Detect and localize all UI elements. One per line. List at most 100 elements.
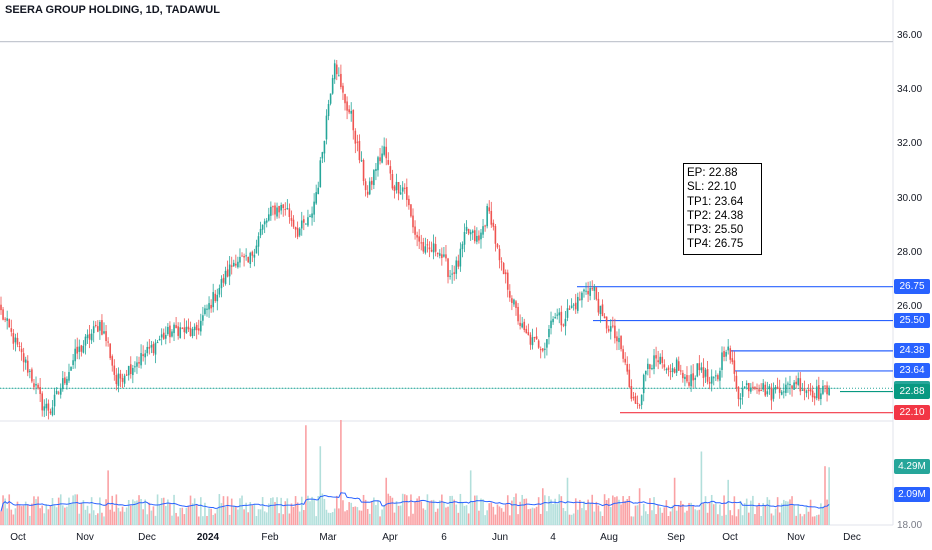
candle-body — [622, 349, 624, 359]
volume-bar — [441, 494, 443, 525]
volume-bar — [747, 512, 750, 525]
volume-bar — [195, 504, 198, 525]
volume-bar — [348, 502, 350, 525]
candle-body — [362, 160, 365, 182]
volume-bar — [12, 514, 15, 525]
candle-body — [579, 298, 581, 300]
volume-bar — [313, 499, 315, 525]
candle-body — [129, 364, 132, 374]
candle-body — [183, 327, 186, 333]
candle-body — [208, 303, 210, 310]
volume-bar — [626, 499, 629, 525]
volume-bar — [671, 505, 674, 525]
candle-body — [558, 312, 561, 316]
volume-bar — [630, 516, 633, 525]
volume-bar — [86, 505, 89, 525]
candle-body — [187, 326, 190, 330]
candle-body — [793, 382, 795, 390]
candlesticks — [0, 59, 830, 420]
candle-body — [51, 407, 54, 416]
candle-body — [401, 187, 404, 192]
volume-bar — [776, 497, 779, 525]
volume-bar — [607, 498, 610, 525]
volume-bar — [303, 510, 305, 525]
candle-body — [377, 157, 379, 171]
volume-bar — [113, 511, 116, 525]
candle-body — [597, 298, 600, 313]
volume-moving-average — [0, 492, 830, 512]
volume-bar — [45, 504, 48, 525]
candle-body — [667, 367, 670, 371]
candle-body — [4, 318, 6, 320]
candle-body — [428, 247, 431, 250]
volume-bar — [484, 515, 486, 525]
candle-body — [488, 207, 491, 212]
candle-body — [235, 263, 237, 266]
volume-bar — [805, 505, 808, 525]
volume-bar — [218, 494, 221, 525]
candle-body — [309, 215, 311, 218]
candle-body — [107, 341, 109, 343]
volume-bar — [51, 497, 54, 525]
candle-body — [717, 375, 719, 380]
candle-body — [387, 160, 390, 165]
volume-ma-label: 2.09M — [894, 487, 930, 502]
candle-body — [663, 364, 666, 368]
volume-bar — [506, 495, 509, 525]
candle-body — [115, 374, 118, 385]
volume-bar — [677, 505, 680, 525]
volume-bar — [298, 511, 301, 525]
candle-body — [712, 377, 715, 379]
volume-bar — [26, 504, 29, 525]
volume-bar — [123, 511, 126, 525]
volume-bar — [770, 513, 773, 525]
candle-body — [591, 288, 594, 290]
candle-body — [80, 345, 83, 352]
candle-body — [803, 388, 806, 392]
volume-bar — [665, 500, 668, 525]
candle-body — [105, 331, 107, 342]
volume-bar — [105, 499, 107, 525]
candle-body — [156, 342, 159, 344]
note-tp1: TP1: 23.64 — [687, 195, 744, 208]
candle-body — [360, 160, 363, 162]
volume-bar — [399, 505, 402, 525]
volume-bar — [733, 496, 736, 525]
volume-bar — [756, 505, 758, 525]
volume-bar — [515, 493, 517, 525]
candle-body — [455, 260, 458, 274]
volume-bar — [622, 496, 624, 525]
volume-bar — [572, 513, 575, 525]
candle-body — [747, 383, 750, 392]
candle-body — [780, 391, 783, 395]
volume-bar — [704, 496, 707, 525]
time-tick: Feb — [261, 532, 279, 543]
volume-bar — [57, 497, 60, 525]
candle-body — [636, 402, 639, 404]
candle-body — [74, 348, 76, 362]
volume-bar — [358, 510, 361, 525]
candle-body — [292, 219, 295, 227]
candle-body — [282, 204, 285, 209]
volume-bar — [661, 512, 664, 525]
candle-body — [443, 254, 445, 257]
volume-bar — [698, 509, 701, 525]
time-tick: Nov — [787, 532, 805, 543]
price-tick: 30.00 — [897, 192, 923, 204]
candle-body — [657, 360, 659, 363]
candle-body — [820, 393, 822, 400]
candle-body — [760, 390, 762, 392]
volume-bar — [371, 500, 373, 525]
candle-body — [432, 243, 435, 253]
volume-bar — [680, 500, 682, 525]
volume-bar — [570, 514, 573, 525]
candle-body — [624, 358, 626, 363]
volume-bar — [430, 500, 433, 525]
volume-bar — [319, 446, 322, 525]
volume-bar — [35, 499, 37, 525]
volume-bar — [502, 511, 505, 525]
candle-body — [758, 389, 760, 392]
volume-bar — [368, 513, 371, 525]
volume-bar — [344, 511, 346, 525]
